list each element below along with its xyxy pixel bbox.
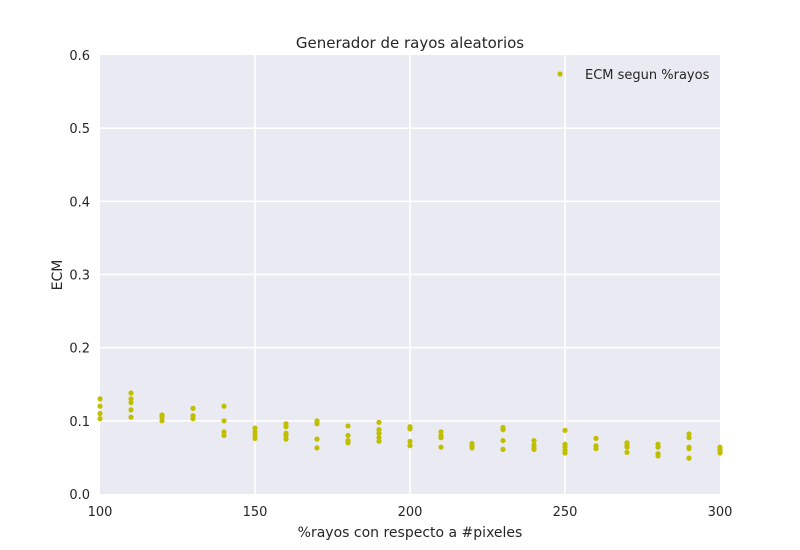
y-tick-label: 0.4 xyxy=(69,195,90,210)
data-point xyxy=(376,419,382,425)
data-point xyxy=(717,450,723,456)
data-point xyxy=(221,403,227,409)
data-point xyxy=(531,446,537,452)
data-point xyxy=(283,424,289,430)
data-point xyxy=(128,414,134,420)
chart-title: Generador de rayos aleatorios xyxy=(296,34,524,52)
y-tick-labels: 0.0 0.1 0.2 0.3 0.4 0.5 0.6 xyxy=(69,49,90,503)
data-point xyxy=(593,446,599,452)
data-point xyxy=(469,445,475,451)
data-point xyxy=(562,427,568,433)
x-tick-label: 100 xyxy=(88,505,113,520)
data-point xyxy=(500,446,506,452)
data-point xyxy=(686,431,692,437)
x-tick-label: 200 xyxy=(398,505,423,520)
data-point xyxy=(624,449,630,455)
data-point xyxy=(252,429,258,435)
data-point xyxy=(221,418,227,424)
data-point xyxy=(221,432,227,439)
y-tick-label: 0.1 xyxy=(69,415,90,430)
data-point xyxy=(438,429,444,435)
legend-marker xyxy=(557,71,563,77)
data-point xyxy=(376,435,382,441)
data-point xyxy=(97,396,103,402)
data-point xyxy=(252,425,258,431)
data-point xyxy=(655,453,661,459)
data-point xyxy=(686,435,692,441)
y-tick-label: 0.2 xyxy=(69,342,90,357)
data-point xyxy=(159,414,165,420)
data-point xyxy=(438,435,444,441)
data-point xyxy=(593,435,599,441)
x-tick-label: 300 xyxy=(708,505,733,520)
data-point xyxy=(128,407,134,413)
data-point xyxy=(314,445,320,451)
data-point xyxy=(252,435,258,441)
data-point xyxy=(562,450,568,456)
data-point xyxy=(655,444,661,450)
x-tick-label: 250 xyxy=(553,505,578,520)
data-point xyxy=(438,444,444,450)
x-axis-label: %rayos con respecto a #pixeles xyxy=(298,525,523,541)
data-point xyxy=(128,396,134,402)
data-point xyxy=(97,416,103,422)
data-point xyxy=(407,443,413,449)
data-point xyxy=(345,440,351,446)
data-point xyxy=(190,416,196,422)
data-point xyxy=(531,437,537,444)
grid-lines xyxy=(100,55,720,494)
data-point xyxy=(128,390,134,396)
data-point xyxy=(283,436,289,442)
data-point xyxy=(97,403,103,409)
data-point xyxy=(624,444,630,450)
data-point xyxy=(345,432,351,439)
data-point xyxy=(97,410,103,417)
x-tick-label: 150 xyxy=(243,505,268,520)
legend-label: ECM segun %rayos xyxy=(585,68,710,83)
data-point xyxy=(500,437,506,444)
y-tick-label: 0.6 xyxy=(69,49,90,64)
y-tick-label: 0.5 xyxy=(69,122,90,137)
x-tick-labels: 100 150 200 250 300 xyxy=(88,505,733,520)
data-point xyxy=(500,427,506,433)
data-point xyxy=(283,432,289,439)
data-point xyxy=(376,430,382,436)
data-point xyxy=(686,446,692,452)
data-point xyxy=(407,438,413,444)
y-tick-label: 0.0 xyxy=(69,488,90,503)
data-points xyxy=(97,390,723,461)
y-axis-label: ECM xyxy=(50,260,66,291)
data-point xyxy=(314,436,320,442)
data-point xyxy=(407,426,413,432)
data-point xyxy=(376,427,382,433)
y-tick-label: 0.3 xyxy=(69,269,90,284)
data-point xyxy=(686,455,692,461)
legend: ECM segun %rayos xyxy=(557,68,710,83)
data-point xyxy=(221,429,227,435)
data-point xyxy=(190,405,196,411)
data-point xyxy=(128,399,134,406)
data-point xyxy=(159,418,165,424)
data-point xyxy=(376,438,382,444)
data-point xyxy=(345,423,351,429)
data-point xyxy=(314,421,320,427)
